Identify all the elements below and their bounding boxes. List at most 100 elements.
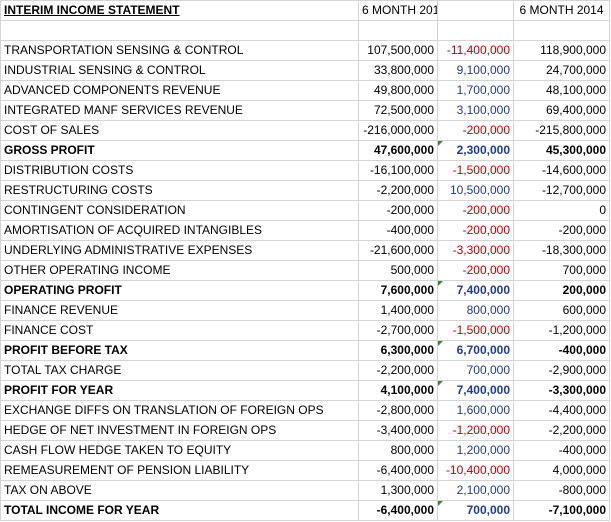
- difference-cell[interactable]: 1,200,000: [437, 440, 514, 461]
- difference-cell[interactable]: 10,500,000: [437, 180, 514, 201]
- value-2014-cell[interactable]: -18,300,000: [513, 240, 610, 261]
- difference-cell[interactable]: 700,000: [437, 500, 514, 521]
- row-label-cell[interactable]: RESTRUCTURING COSTS: [0, 180, 359, 201]
- difference-cell[interactable]: 7,400,000: [437, 380, 514, 401]
- value-2014-cell[interactable]: 118,900,000: [513, 40, 610, 61]
- value-2015-cell[interactable]: -400,000: [358, 220, 438, 241]
- row-label-cell[interactable]: OPERATING PROFIT: [0, 280, 359, 301]
- difference-cell[interactable]: -10,400,000: [437, 460, 514, 481]
- value-2015-cell[interactable]: -3,400,000: [358, 420, 438, 441]
- difference-cell[interactable]: -1,500,000: [437, 160, 514, 181]
- value-2014-cell[interactable]: 45,300,000: [513, 140, 610, 161]
- value-2015-cell[interactable]: 47,600,000: [358, 140, 438, 161]
- column-header-2014[interactable]: 6 MONTH 2014: [513, 0, 610, 21]
- row-label-cell[interactable]: DISTRIBUTION COSTS: [0, 160, 359, 181]
- difference-cell[interactable]: -3,300,000: [437, 240, 514, 261]
- value-2014-cell[interactable]: -3,300,000: [513, 380, 610, 401]
- value-2015-cell[interactable]: -6,400,000: [358, 500, 438, 521]
- difference-cell[interactable]: 6,700,000: [437, 340, 514, 361]
- value-2014-cell[interactable]: 48,100,000: [513, 80, 610, 101]
- row-label-cell[interactable]: EXCHANGE DIFFS ON TRANSLATION OF FOREIGN…: [0, 400, 359, 421]
- difference-cell[interactable]: 800,000: [437, 300, 514, 321]
- value-2015-cell[interactable]: -16,100,000: [358, 160, 438, 181]
- value-2014-cell[interactable]: 24,700,000: [513, 60, 610, 81]
- value-2015-cell[interactable]: -2,200,000: [358, 180, 438, 201]
- row-label-cell[interactable]: HEDGE OF NET INVESTMENT IN FOREIGN OPS: [0, 420, 359, 441]
- row-label-cell[interactable]: PROFIT BEFORE TAX: [0, 340, 359, 361]
- value-2014-cell[interactable]: -200,000: [513, 220, 610, 241]
- value-2015-cell[interactable]: -21,600,000: [358, 240, 438, 261]
- difference-cell[interactable]: -11,400,000: [437, 40, 514, 61]
- value-2014-cell[interactable]: -2,900,000: [513, 360, 610, 381]
- value-2015-cell[interactable]: 72,500,000: [358, 100, 438, 121]
- value-2015-cell[interactable]: 107,500,000: [358, 40, 438, 61]
- value-2014-cell[interactable]: 600,000: [513, 300, 610, 321]
- row-label-cell[interactable]: OTHER OPERATING INCOME: [0, 260, 359, 281]
- value-2014-cell[interactable]: -800,000: [513, 480, 610, 501]
- difference-cell[interactable]: -200,000: [437, 260, 514, 281]
- difference-cell[interactable]: -1,500,000: [437, 320, 514, 341]
- value-2014-cell[interactable]: 69,400,000: [513, 100, 610, 121]
- value-2015-cell[interactable]: -216,000,000: [358, 120, 438, 141]
- difference-cell[interactable]: 2,300,000: [437, 140, 514, 161]
- difference-cell[interactable]: -200,000: [437, 200, 514, 221]
- row-label-cell[interactable]: INDUSTRIAL SENSING & CONTROL: [0, 60, 359, 81]
- row-label-cell[interactable]: CASH FLOW HEDGE TAKEN TO EQUITY: [0, 440, 359, 461]
- value-2015-cell[interactable]: 4,100,000: [358, 380, 438, 401]
- row-label-cell[interactable]: INTEGRATED MANF SERVICES REVENUE: [0, 100, 359, 121]
- value-2014-cell[interactable]: -215,800,000: [513, 120, 610, 141]
- row-label-cell[interactable]: PROFIT FOR YEAR: [0, 380, 359, 401]
- difference-cell[interactable]: 7,400,000: [437, 280, 514, 301]
- value-2015-cell[interactable]: 1,300,000: [358, 480, 438, 501]
- value-2015-cell[interactable]: 6,300,000: [358, 340, 438, 361]
- row-label-cell[interactable]: GROSS PROFIT: [0, 140, 359, 161]
- value-2014-cell[interactable]: 4,000,000: [513, 460, 610, 481]
- empty-cell[interactable]: [513, 20, 610, 41]
- error-indicator-icon[interactable]: [438, 281, 443, 286]
- value-2014-cell[interactable]: -400,000: [513, 440, 610, 461]
- value-2015-cell[interactable]: 49,800,000: [358, 80, 438, 101]
- difference-cell[interactable]: -200,000: [437, 120, 514, 141]
- row-label-cell[interactable]: REMEASUREMENT OF PENSION LIABILITY: [0, 460, 359, 481]
- value-2014-cell[interactable]: -4,400,000: [513, 400, 610, 421]
- row-label-cell[interactable]: UNDERLYING ADMINISTRATIVE EXPENSES: [0, 240, 359, 261]
- difference-cell[interactable]: 3,100,000: [437, 100, 514, 121]
- difference-cell[interactable]: 1,600,000: [437, 400, 514, 421]
- value-2015-cell[interactable]: 800,000: [358, 440, 438, 461]
- difference-cell[interactable]: 700,000: [437, 360, 514, 381]
- row-label-cell[interactable]: AMORTISATION OF ACQUIRED INTANGIBLES: [0, 220, 359, 241]
- statement-title[interactable]: INTERIM INCOME STATEMENT: [0, 0, 359, 21]
- value-2015-cell[interactable]: 1,400,000: [358, 300, 438, 321]
- value-2015-cell[interactable]: 7,600,000: [358, 280, 438, 301]
- value-2014-cell[interactable]: -1,200,000: [513, 320, 610, 341]
- error-indicator-icon[interactable]: [438, 381, 443, 386]
- value-2014-cell[interactable]: 700,000: [513, 260, 610, 281]
- empty-cell[interactable]: [437, 20, 514, 41]
- value-2015-cell[interactable]: -2,800,000: [358, 400, 438, 421]
- difference-cell[interactable]: -1,200,000: [437, 420, 514, 441]
- value-2014-cell[interactable]: 0: [513, 200, 610, 221]
- row-label-cell[interactable]: TAX ON ABOVE: [0, 480, 359, 501]
- difference-cell[interactable]: -200,000: [437, 220, 514, 241]
- value-2015-cell[interactable]: 33,800,000: [358, 60, 438, 81]
- column-header-2015[interactable]: 6 MONTH 2015: [358, 0, 438, 21]
- value-2015-cell[interactable]: 500,000: [358, 260, 438, 281]
- column-header-difference[interactable]: [437, 0, 514, 21]
- value-2014-cell[interactable]: 200,000: [513, 280, 610, 301]
- value-2014-cell[interactable]: -400,000: [513, 340, 610, 361]
- row-label-cell[interactable]: FINANCE REVENUE: [0, 300, 359, 321]
- value-2014-cell[interactable]: -14,600,000: [513, 160, 610, 181]
- value-2015-cell[interactable]: -2,200,000: [358, 360, 438, 381]
- empty-cell[interactable]: [358, 20, 438, 41]
- error-indicator-icon[interactable]: [438, 501, 443, 506]
- error-indicator-icon[interactable]: [438, 341, 443, 346]
- row-label-cell[interactable]: TOTAL TAX CHARGE: [0, 360, 359, 381]
- row-label-cell[interactable]: ADVANCED COMPONENTS REVENUE: [0, 80, 359, 101]
- difference-cell[interactable]: 2,100,000: [437, 480, 514, 501]
- value-2014-cell[interactable]: -2,200,000: [513, 420, 610, 441]
- value-2014-cell[interactable]: -7,100,000: [513, 500, 610, 521]
- row-label-cell[interactable]: TOTAL INCOME FOR YEAR: [0, 500, 359, 521]
- difference-cell[interactable]: 9,100,000: [437, 60, 514, 81]
- value-2015-cell[interactable]: -200,000: [358, 200, 438, 221]
- value-2015-cell[interactable]: -6,400,000: [358, 460, 438, 481]
